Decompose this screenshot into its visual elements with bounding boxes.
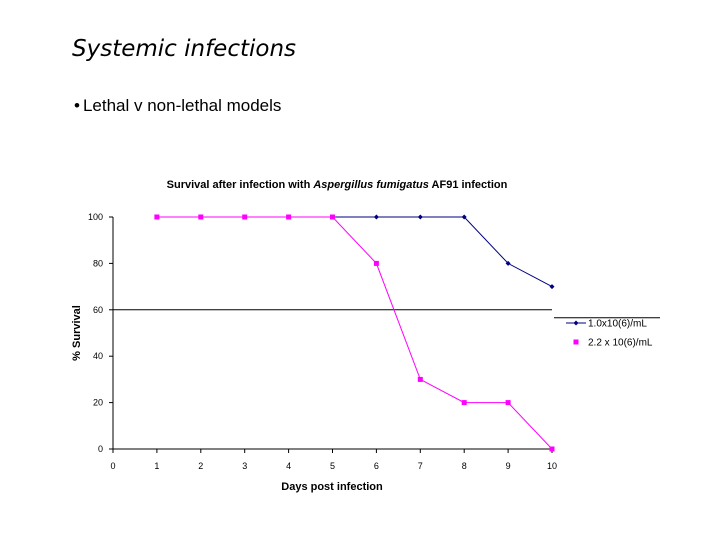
x-tick-label: 3 — [242, 461, 247, 471]
x-tick-label: 8 — [462, 461, 467, 471]
y-tick-label: 60 — [93, 305, 103, 315]
x-tick-label: 0 — [110, 461, 115, 471]
y-tick-label: 20 — [93, 398, 103, 408]
legend-marker-1 — [573, 320, 579, 326]
x-tick-label: 5 — [330, 461, 335, 471]
data-point-series-1 — [505, 260, 511, 266]
chart-title-prefix: Survival after infection with — [167, 179, 314, 191]
chart-title: Survival after infection with Aspergillu… — [167, 179, 508, 191]
series-line-1 — [156, 216, 553, 288]
data-point-series-2 — [242, 214, 248, 220]
data-point-series-2 — [549, 446, 555, 452]
y-tick-label: 0 — [98, 444, 103, 454]
chart-title-suffix: AF91 infection — [429, 179, 508, 191]
slide-title: Systemic infections — [72, 36, 297, 62]
y-axis-label: % Survival — [71, 305, 83, 361]
y-tick-label: 80 — [93, 258, 103, 268]
data-point-series-2 — [330, 214, 335, 220]
data-point-series-1 — [417, 214, 423, 220]
data-point-series-2 — [505, 400, 511, 406]
x-tick-label: 6 — [374, 461, 379, 471]
data-point-series-2 — [198, 214, 204, 220]
legend-label-1: 1.0x10(6)/mL — [588, 319, 647, 330]
bullet-symbol: • — [74, 96, 80, 115]
data-point-series-1 — [461, 214, 467, 220]
data-point-series-2 — [154, 214, 160, 220]
x-tick-label: 4 — [286, 461, 291, 471]
data-point-series-2 — [286, 214, 292, 220]
legend-marker-2 — [573, 339, 579, 345]
legend-label-2: 2.2 x 10(6)/mL — [588, 338, 653, 349]
x-tick-label: 1 — [154, 461, 159, 471]
y-tick-label: 40 — [93, 351, 103, 361]
data-point-series-2 — [417, 376, 423, 382]
data-point-series-2 — [461, 400, 467, 406]
x-tick-label: 2 — [198, 461, 203, 471]
data-point-series-1 — [373, 214, 379, 220]
x-axis-label: Days post infection — [281, 481, 383, 493]
bullet-text: Lethal v non-lethal models — [82, 96, 282, 115]
data-point-series-2 — [373, 260, 379, 266]
series-line-2 — [156, 216, 553, 450]
y-tick-label: 100 — [88, 212, 103, 222]
x-tick-label: 10 — [547, 461, 557, 471]
data-point-series-1 — [549, 284, 555, 290]
x-tick-label: 7 — [418, 461, 423, 471]
x-tick-label: 9 — [506, 461, 511, 471]
chart-title-organism: Aspergillus fumigatus — [312, 179, 429, 191]
bullet-item: • Lethal v non-lethal models — [74, 96, 281, 116]
